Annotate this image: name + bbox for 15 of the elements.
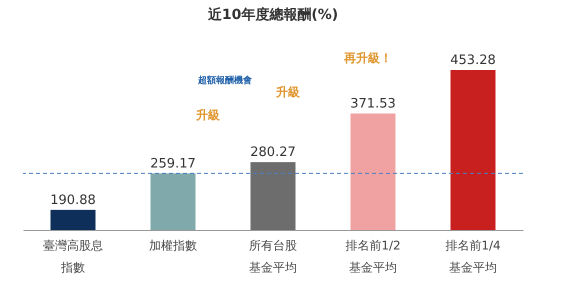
data-label: 259.17 <box>150 156 196 172</box>
data-label: 371.53 <box>350 96 396 112</box>
annotation: 升級 <box>195 108 221 122</box>
x-tick-label: 排名前1/2基金平均 <box>345 238 401 274</box>
x-tick-label: 臺灣高股息指數 <box>43 238 103 274</box>
x-tick-label: 所有台股基金平均 <box>249 238 297 274</box>
x-tick-label: 加權指數 <box>149 238 197 252</box>
text: 再升級！ <box>343 51 392 65</box>
data-label: 453.28 <box>450 53 496 68</box>
x-tick-label: 排名前1/4基金平均 <box>445 238 501 274</box>
data-label: 280.27 <box>250 145 296 160</box>
data-label: 190.88 <box>50 192 96 208</box>
annotation: 升級 <box>275 85 301 99</box>
annotation: 超額報酬機會 <box>197 75 252 86</box>
chart-title: 近10年度總報酬(%) <box>206 6 338 23</box>
